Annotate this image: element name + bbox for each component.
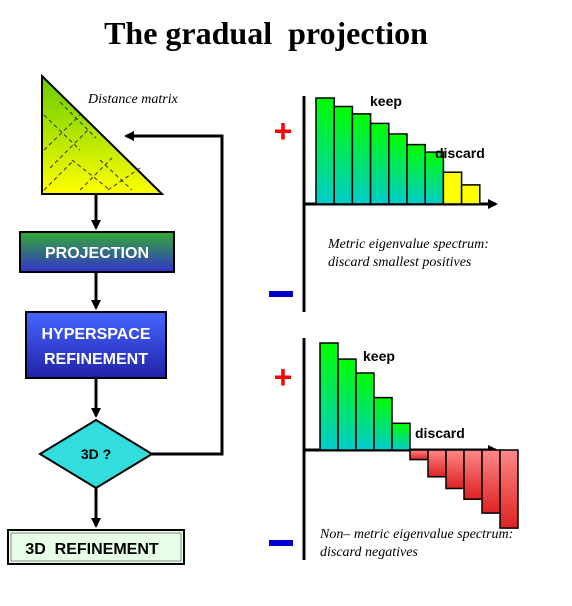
metric-bars: [315, 97, 481, 205]
discard-label-1: discard: [435, 145, 485, 161]
3d-refinement-label: 3D REFINEMENT: [25, 541, 159, 558]
keep-label-1: keep: [370, 93, 402, 109]
hyperspace-refinement-box: HYPERSPACE REFINEMENT: [25, 311, 167, 379]
discard-bar-2-11: [499, 449, 519, 529]
discard-bar-2-8: [445, 449, 465, 490]
kept-bar-1-3: [351, 113, 372, 205]
page-title: The gradual projection: [104, 15, 428, 51]
kept-bar-2-1: [319, 342, 339, 451]
metric-caption-line2: discard smallest positives: [328, 255, 472, 270]
kept-bar-2-3: [355, 372, 375, 451]
hyperspace-label-line1: HYPERSPACE: [41, 326, 150, 343]
loop-back-arrow: [124, 131, 224, 456]
discard-bar-2-7: [427, 449, 447, 478]
non-metric-caption-line2: discard negatives: [320, 545, 418, 560]
discard-bar-2-9: [463, 449, 483, 500]
discard-label-2: discard: [415, 425, 465, 441]
kept-bar-2-2: [337, 358, 357, 451]
3d-refinement-box: 3D REFINEMENT: [7, 529, 185, 565]
discard-bar-1-8: [442, 171, 463, 205]
discard-bar-2-6: [409, 449, 429, 461]
minus-sign-1: [269, 291, 293, 297]
decision-label: 3D ?: [81, 446, 111, 462]
kept-bar-1-1: [315, 97, 335, 205]
matrix-lattice: [43, 101, 141, 191]
non-metric-spectrum-chart: + – keep discard Non– metric eigenvalue …: [269, 338, 519, 560]
non-metric-bars: [319, 342, 519, 529]
kept-bar-1-2: [333, 105, 354, 205]
discard-bar-1-9: [460, 184, 481, 205]
projection-label: PROJECTION: [45, 245, 149, 262]
hyperspace-label-line2: REFINEMENT: [44, 351, 148, 368]
plus-sign-2: +: [274, 359, 293, 395]
distance-matrix-triangle: [41, 73, 165, 195]
non-metric-caption-line1: Non– metric eigenvalue spectrum:: [319, 527, 513, 542]
kept-bar-2-4: [373, 396, 393, 451]
kept-bar-1-5: [388, 133, 408, 205]
metric-spectrum-chart: + – keep discard Metric eigenvalue spect…: [269, 93, 498, 312]
metric-caption-line1: Metric eigenvalue spectrum:: [327, 237, 489, 252]
projection-box: PROJECTION: [19, 231, 175, 273]
kept-bar-1-6: [406, 143, 426, 205]
minus-sign-2: [269, 540, 293, 546]
distance-matrix-label: Distance matrix: [87, 92, 179, 107]
kept-bar-1-4: [369, 122, 390, 205]
plus-sign-1: +: [274, 113, 293, 149]
discard-bar-2-10: [481, 449, 501, 514]
decision-diamond: 3D ?: [38, 418, 154, 490]
keep-label-2: keep: [363, 348, 395, 364]
kept-bar-2-5: [391, 422, 411, 451]
